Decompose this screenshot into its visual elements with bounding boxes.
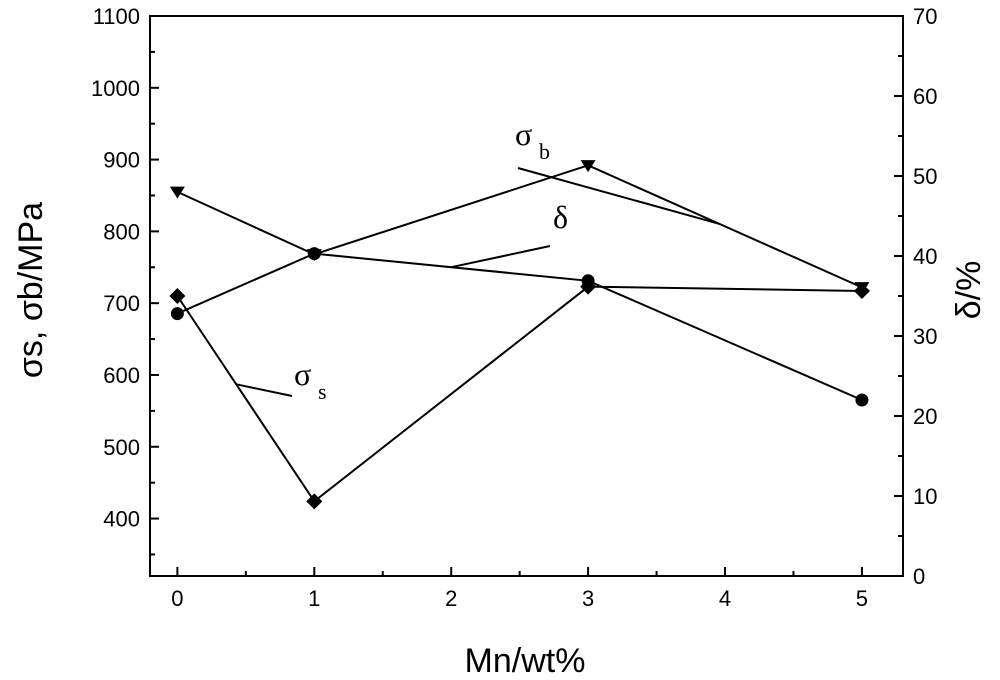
chart-series-markers <box>169 160 870 509</box>
y2-tick-label: 70 <box>913 4 937 29</box>
y-tick-label: 400 <box>103 507 140 532</box>
y-tick-label: 800 <box>103 219 140 244</box>
y-tick-label: 600 <box>103 363 140 388</box>
annotation-sigma_s: σ <box>294 356 311 392</box>
data-point-delta <box>308 247 321 260</box>
y2-tick-label: 0 <box>913 564 925 589</box>
annotation-leader-sigma_s <box>236 384 292 396</box>
y2-tick-label: 40 <box>913 244 937 269</box>
data-point-sigma_b <box>170 187 185 199</box>
y2-tick-label: 60 <box>913 84 937 109</box>
data-point-delta <box>171 307 184 320</box>
annotation-leader-sigma_b <box>518 168 720 224</box>
y-tick-label: 1000 <box>91 76 140 101</box>
y2-tick-label: 50 <box>913 164 937 189</box>
x-tick-label: 2 <box>445 586 457 611</box>
series-line-delta <box>177 254 862 400</box>
x-tick-label: 1 <box>308 586 320 611</box>
y2-axis-title: δ/% <box>950 261 988 320</box>
y2-tick-label: 10 <box>913 484 937 509</box>
x-tick-label: 3 <box>582 586 594 611</box>
y2-tick-label: 20 <box>913 404 937 429</box>
y2-tick-label: 30 <box>913 324 937 349</box>
annotation-subscript-sigma_b: b <box>539 139 550 164</box>
chart-series-lines <box>177 165 862 501</box>
x-tick-label: 5 <box>856 586 868 611</box>
chart-ticks: 0 1 2 3 4 5 400 500 600 700 800 900 1000 1100 0 10 20 30 4… <box>91 4 937 611</box>
chart-annotations: σbδσs <box>236 116 719 404</box>
annotation-sigma_b: σ <box>515 116 532 152</box>
data-point-sigma_s <box>169 288 185 304</box>
y-tick-label: 900 <box>103 148 140 173</box>
annotation-delta: δ <box>553 199 568 235</box>
plot-frame <box>150 16 903 576</box>
data-point-delta <box>582 274 595 287</box>
y-tick-label: 500 <box>103 435 140 460</box>
x-axis-title: Mn/wt% <box>465 642 586 680</box>
annotation-leader-delta <box>451 246 550 267</box>
y-tick-label: 1100 <box>93 4 140 29</box>
y-axis-title: σs, σb/MPa <box>12 202 50 378</box>
data-point-delta <box>855 394 868 407</box>
y-tick-label: 700 <box>103 291 140 316</box>
x-tick-label: 0 <box>171 586 183 611</box>
x-tick-label: 4 <box>719 586 731 611</box>
annotation-subscript-sigma_s: s <box>318 379 327 404</box>
chart-axes <box>150 16 903 576</box>
